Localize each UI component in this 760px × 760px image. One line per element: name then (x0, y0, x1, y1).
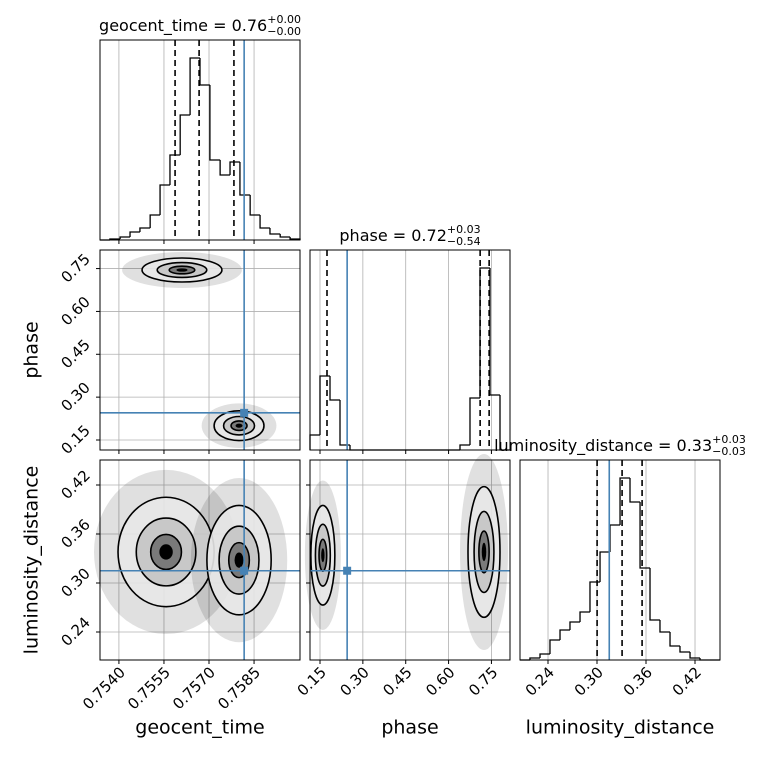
histogram-step (329, 376, 340, 401)
histogram-step (679, 646, 691, 653)
histogram-step (549, 639, 561, 654)
x-tick-label: 0.36 (620, 663, 656, 699)
truth-marker (343, 566, 352, 575)
histogram-step (119, 236, 131, 239)
histogram-step (309, 434, 320, 450)
histogram-step (639, 502, 651, 569)
x-tick-label: 0.30 (571, 663, 607, 699)
histogram-step (349, 445, 360, 451)
histogram-step (489, 268, 500, 396)
y-tick-label: 0.30 (57, 379, 93, 415)
density-contour (481, 542, 487, 562)
y-tick-label: 0.15 (57, 421, 93, 457)
panel-frame (309, 249, 511, 451)
density-contour (234, 552, 244, 568)
histogram-step (169, 154, 181, 185)
x-tick-label: 0.45 (379, 663, 415, 699)
x-tick-label: 0.7555 (124, 663, 174, 713)
x-tick-label: 0.7540 (79, 663, 129, 713)
panel-title: geocent_time = 0.76+0.00 −0.00 (99, 13, 301, 38)
panel-frame (99, 249, 301, 451)
y-tick-label: 0.36 (57, 515, 93, 551)
x-tick-label: 0.75 (465, 663, 501, 699)
histogram-step (209, 85, 221, 161)
x-axis-label: luminosity_distance (526, 717, 715, 739)
histogram-step (339, 400, 350, 446)
histogram-step (629, 478, 641, 503)
histogram-step (619, 477, 631, 525)
title-text: phase = 0.72 (339, 226, 446, 245)
density-contour (176, 268, 188, 272)
title-sup: +0.03 (447, 223, 481, 236)
histogram-step (149, 214, 161, 228)
histogram-step (469, 397, 480, 445)
x-tick-label: 0.7585 (214, 663, 264, 713)
histogram-step (579, 611, 590, 622)
title-sub: −0.03 (712, 445, 746, 458)
histogram-step (269, 228, 281, 235)
y-axis-label: phase (21, 321, 43, 378)
x-tick-label: 0.30 (337, 663, 373, 699)
x-axis-label: phase (381, 717, 438, 739)
histogram-step (459, 444, 470, 450)
histogram-step (319, 375, 330, 435)
y-tick-label: 0.45 (57, 336, 93, 372)
x-tick-label: 0.24 (522, 663, 558, 699)
y-tick-label: 0.42 (57, 466, 93, 502)
histogram-step (189, 57, 200, 115)
panel-title: luminosity_distance = 0.33+0.03 −0.03 (494, 433, 746, 458)
title-sup: +0.03 (712, 433, 746, 446)
x-tick-label: 0.60 (422, 663, 458, 699)
panel-frame (99, 459, 301, 661)
histogram-step (659, 620, 671, 633)
histogram-step (669, 632, 680, 647)
truth-marker (240, 566, 249, 575)
histogram-step (529, 657, 541, 660)
y-axis-label: luminosity_distance (21, 466, 43, 655)
histogram-step (539, 653, 550, 658)
density-contour (235, 423, 243, 428)
histogram-step (249, 195, 261, 216)
histogram-step (139, 227, 151, 232)
x-axis-label: geocent_time (135, 717, 264, 739)
histogram-step (129, 231, 140, 237)
title-sub: −0.00 (267, 25, 301, 38)
y-tick-label: 0.24 (57, 613, 93, 649)
title-text: luminosity_distance = 0.33 (494, 436, 712, 456)
histogram-step (159, 184, 170, 215)
panel-frame (519, 459, 721, 661)
x-tick-label: 0.42 (669, 663, 705, 699)
histogram-step (239, 162, 251, 196)
y-tick-label: 0.30 (57, 564, 93, 600)
title-text: geocent_time = 0.76 (99, 16, 267, 36)
histogram-step (589, 581, 601, 612)
panel-frame (99, 39, 301, 241)
panel-frame (309, 459, 511, 661)
density-contour (159, 544, 173, 560)
density-contour (321, 548, 325, 563)
histogram-step (649, 568, 660, 621)
x-tick-label: 0.7570 (169, 663, 219, 713)
histogram-step (559, 629, 570, 640)
panel-title: phase = 0.72+0.03 −0.54 (339, 223, 480, 248)
histogram-step (599, 551, 610, 582)
truth-marker (240, 408, 249, 417)
title-sub: −0.54 (447, 235, 481, 248)
histogram-step (229, 161, 240, 175)
y-tick-label: 0.60 (57, 293, 93, 329)
histogram-step (689, 652, 700, 659)
histogram-step (179, 114, 191, 155)
histogram-step (259, 215, 270, 229)
histogram-step (279, 234, 291, 238)
histogram-step (199, 58, 210, 86)
y-tick-label: 0.75 (57, 250, 93, 286)
histogram-step (609, 524, 621, 552)
x-tick-label: 0.15 (294, 663, 330, 699)
histogram-step (219, 160, 231, 176)
histogram-step (569, 621, 581, 630)
title-sup: +0.00 (267, 13, 301, 26)
